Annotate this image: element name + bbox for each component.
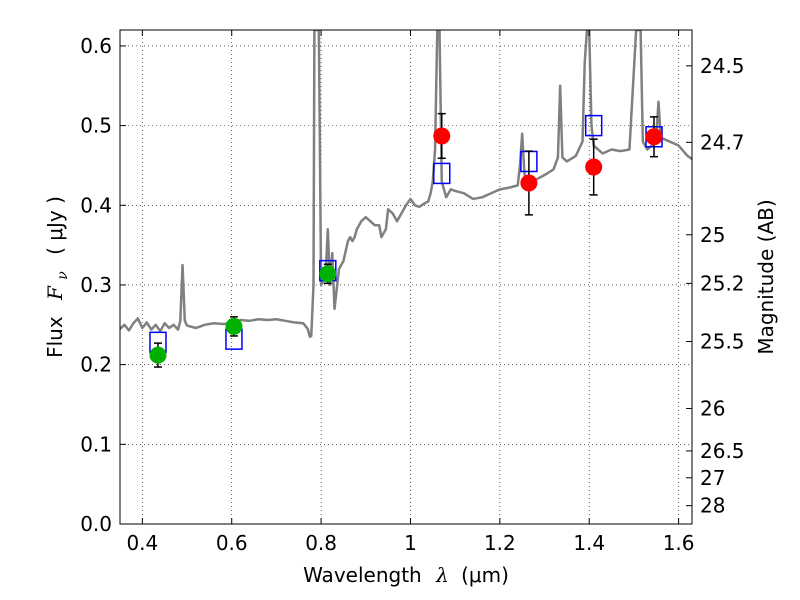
x-tick-label: 1.4 [573, 531, 605, 555]
y2-axis-label: Magnitude (AB) [754, 199, 778, 354]
y2-tick-label: 27 [700, 466, 725, 490]
model-photometry-square [584, 114, 603, 137]
data-point [645, 128, 663, 146]
x-axis-label-unit: (μm) [461, 563, 509, 587]
y-tick-label: 0.6 [80, 34, 112, 58]
y-tick-label: 0.1 [80, 432, 112, 456]
y2-tick-label: 25.5 [700, 330, 745, 354]
y-axis-label-unit: ( μJy ) [43, 196, 67, 255]
x-tick-label: 1.6 [663, 531, 695, 555]
y-tick-label: 0.3 [80, 273, 112, 297]
y-tick-label: 0.4 [80, 193, 112, 217]
y-axis-label-symbol: F [43, 285, 67, 301]
y-axis-label-subscript: ν [55, 271, 71, 280]
plot-frame [119, 29, 693, 525]
data-point [319, 265, 337, 283]
y2-tick-label: 25.2 [700, 271, 745, 295]
x-tick-label: 0.8 [305, 531, 337, 555]
grid [120, 30, 692, 525]
x-axis-label-text: Wavelength [303, 563, 422, 587]
data-point [585, 158, 603, 176]
data-point [433, 127, 451, 145]
y2-tick-label: 26 [700, 396, 725, 420]
x-tick-label: 1 [404, 531, 417, 555]
y-tick-label: 0.0 [80, 512, 112, 536]
y2-tick-label: 28 [700, 494, 725, 518]
y2-tick-label: 26.5 [700, 439, 745, 463]
x-tick-label: 1.2 [484, 531, 516, 555]
y2-tick-label: 25 [700, 223, 725, 247]
x-tick-label: 0.4 [126, 531, 158, 555]
x-tick-label: 0.6 [216, 531, 248, 555]
y-axis-label: Flux F ν ( μJy ) [43, 196, 72, 358]
plot-area [120, 30, 692, 368]
x-axis-label-symbol: λ [435, 563, 449, 587]
y-axis-label-text: Flux [43, 316, 67, 358]
model-photometry-square [433, 162, 451, 185]
y2-tick-label: 24.7 [700, 130, 745, 154]
data-point [520, 174, 538, 192]
y-tick-label: 0.5 [80, 114, 112, 138]
y-tick-label: 0.2 [80, 353, 112, 377]
y2-tick-label: 24.5 [700, 54, 745, 78]
data-point [149, 346, 167, 364]
axis-ticks: 0.4 0.6 0.8 1 1.2 1.4 1.6 0.0 0.1 0.2 0.3 0.4 0.5 0.6… [80, 30, 745, 555]
spectrum-line [120, 30, 692, 339]
x-axis-label: Wavelength λ (μm) [303, 563, 509, 587]
data-point [225, 317, 243, 335]
